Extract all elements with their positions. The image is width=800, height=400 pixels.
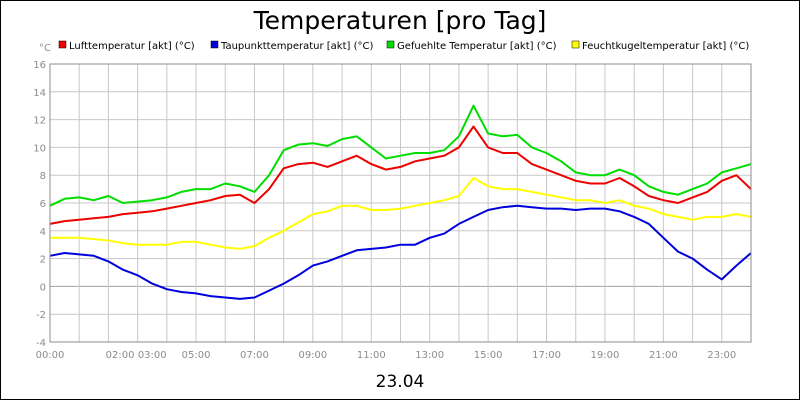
series-line-1 xyxy=(49,204,752,300)
y-tick-label: -4 xyxy=(36,338,46,349)
x-tick-label: 03:00 xyxy=(138,350,167,361)
series-line-0 xyxy=(49,125,752,225)
series-line-2 xyxy=(49,104,752,207)
x-tick-label: 17:00 xyxy=(532,350,561,361)
x-tick-label: 09:00 xyxy=(298,350,327,361)
x-tick-label: 02:00 xyxy=(106,350,135,361)
y-tick-label: 10 xyxy=(33,143,46,154)
series-line-3 xyxy=(50,177,752,250)
x-tick-label: 11:00 xyxy=(357,350,386,361)
x-tick-label: 05:00 xyxy=(182,350,211,361)
grid xyxy=(49,63,752,343)
y-tick-label: -2 xyxy=(36,310,46,321)
legend-swatch xyxy=(571,40,580,49)
y-tick-label: 12 xyxy=(33,116,46,127)
legend: Lufttemperatur [akt] (°C) Taupunkttempera… xyxy=(58,40,749,52)
x-tick-labels: 00:00 02:00 03:00 05:00 07:00 09:00 11:00 13:00… xyxy=(36,350,737,361)
y-tick-labels: -4 -2 0 2 4 6 8 10 12 14 16 xyxy=(33,60,46,349)
x-tick-label: 13:00 xyxy=(415,350,444,361)
legend-swatch xyxy=(386,40,395,49)
x-tick-label: 15:00 xyxy=(474,350,503,361)
y-tick-label: 14 xyxy=(33,88,46,99)
x-tick-label: 00:00 xyxy=(36,350,65,361)
legend-label: Gefuehlte Temperatur [akt] (°C) xyxy=(397,41,557,52)
chart-title: Temperaturen [pro Tag] xyxy=(253,6,547,35)
series-group xyxy=(49,104,752,300)
y-tick-label: 2 xyxy=(40,255,46,266)
y-tick-label: 8 xyxy=(40,171,46,182)
legend-swatch xyxy=(210,40,219,49)
y-tick-label: 0 xyxy=(40,282,46,293)
legend-label: Taupunkttemperatur [akt] (°C) xyxy=(220,41,373,52)
plot-border xyxy=(49,63,752,343)
x-tick-label: 19:00 xyxy=(591,350,620,361)
x-tick-label: 23:00 xyxy=(707,350,736,361)
y-unit-label: °C xyxy=(39,43,51,54)
legend-swatch xyxy=(58,40,67,49)
y-tick-label: 4 xyxy=(40,227,46,238)
y-tick-label: 16 xyxy=(33,60,46,71)
x-tick-label: 07:00 xyxy=(240,350,269,361)
legend-label: Feuchtkugeltemperatur [akt] (°C) xyxy=(582,41,749,52)
x-tick-label: 21:00 xyxy=(649,350,678,361)
date-label: 23.04 xyxy=(376,372,425,392)
legend-label: Lufttemperatur [akt] (°C) xyxy=(69,41,195,52)
y-tick-label: 6 xyxy=(40,199,46,210)
